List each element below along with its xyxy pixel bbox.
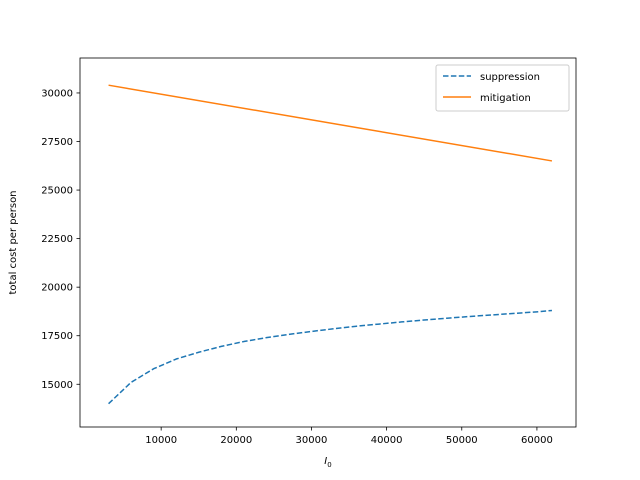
y-tick-label: 15000 <box>41 380 73 391</box>
x-tick-label: 10000 <box>145 435 177 446</box>
y-tick-label: 30000 <box>41 88 73 99</box>
legend-label-mitigation: mitigation <box>480 93 531 104</box>
legend: suppression mitigation <box>435 64 570 112</box>
y-axis-label: total cost per person <box>8 190 19 294</box>
x-axis-label-main: I <box>324 456 327 467</box>
series-layer <box>108 84 553 405</box>
series-line-suppression <box>108 309 553 405</box>
x-axis-label: I0 <box>324 456 331 469</box>
legend-items: suppression mitigation <box>443 72 540 104</box>
y-tick-label: 27500 <box>41 137 73 148</box>
x-tick-label: 20000 <box>220 435 252 446</box>
x-tick-label: 30000 <box>296 435 328 446</box>
x-tick-label: 40000 <box>371 435 403 446</box>
y-tick-label: 25000 <box>41 186 73 197</box>
series-line-mitigation <box>108 84 553 162</box>
x-tick-label: 50000 <box>446 435 478 446</box>
y-axis: 15000 17500 20000 22500 25000 27500 30000 <box>41 88 80 391</box>
x-axis-label-subscript: 0 <box>327 461 331 469</box>
plot-frame <box>79 57 577 428</box>
x-tick-label: 60000 <box>521 435 553 446</box>
y-tick-label: 17500 <box>41 331 73 342</box>
x-axis: 10000 20000 30000 40000 50000 60000 <box>145 427 553 446</box>
legend-label-suppression: suppression <box>480 72 540 83</box>
y-tick-label: 20000 <box>41 283 73 294</box>
y-tick-label: 22500 <box>41 234 73 245</box>
